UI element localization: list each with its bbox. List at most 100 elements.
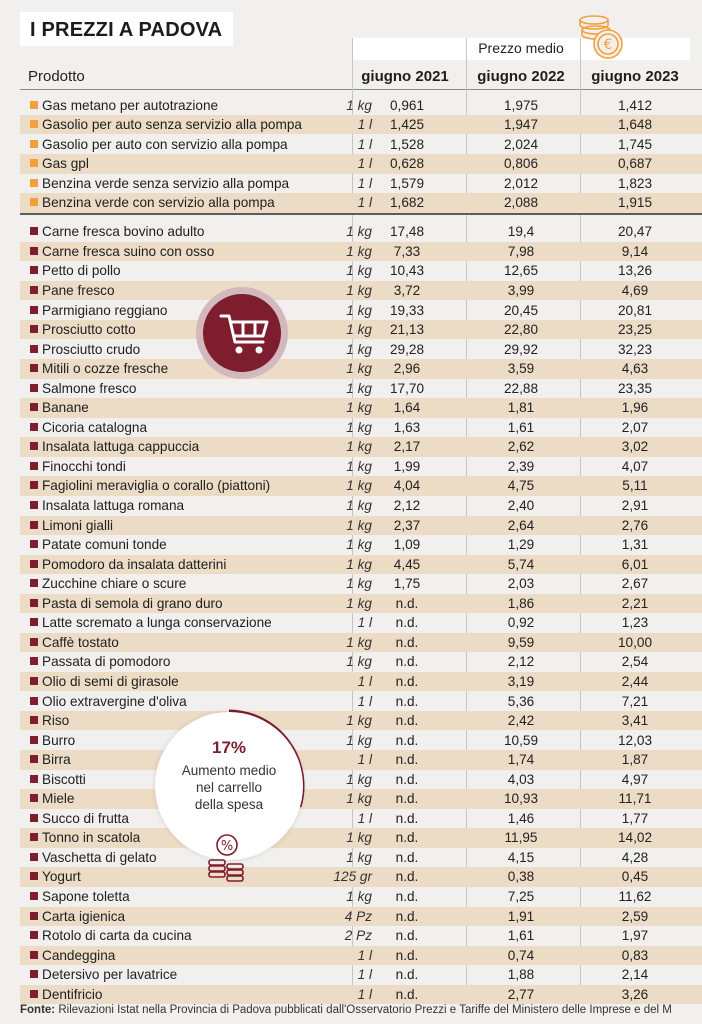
table-row: Sapone toletta 1 kg n.d. 7,25 11,62 xyxy=(20,887,702,906)
product-name: Carne fresca suino con osso xyxy=(42,243,215,259)
price-2022: 1,88 xyxy=(507,967,535,983)
table-row: Carne fresca suino con osso 1 kg 7,33 7,98 9… xyxy=(20,241,702,262)
table-row: Olio extravergine d'oliva 1 l n.d. 5,36 7,21 xyxy=(20,692,702,711)
price-2023: 1,915 xyxy=(617,195,653,211)
price-2021: n.d. xyxy=(395,849,419,865)
food-marker-icon xyxy=(30,794,38,803)
price-2023: 6,01 xyxy=(621,556,649,572)
food-marker-icon xyxy=(30,305,38,314)
table-row: Salmone fresco 1 kg 17,70 22,88 23,35 xyxy=(20,379,702,398)
price-2021: 1,63 xyxy=(393,419,421,435)
table-row: Tonno in scatola 1 kg n.d. 11,95 14,02 xyxy=(20,828,702,848)
price-2022: 2,77 xyxy=(507,986,535,1002)
product-name: Dentifricio xyxy=(42,986,103,1002)
food-marker-icon xyxy=(30,422,38,431)
product-unit: 1 kg xyxy=(346,791,372,807)
product-name: Detersivo per lavatrice xyxy=(42,967,178,983)
food-marker-icon xyxy=(30,598,38,607)
price-2021: 1,425 xyxy=(389,117,425,133)
price-2021: n.d. xyxy=(395,791,419,807)
stat-line: Aumento medio xyxy=(181,763,277,778)
price-2023: 13,26 xyxy=(617,263,653,279)
price-2021: 4,45 xyxy=(393,556,421,572)
table-row: Carta igienica 4 Pz n.d. 1,91 2,59 xyxy=(20,906,702,926)
stat-description: Aumento medio nel carrello della spesa xyxy=(155,762,303,813)
price-2023: 3,41 xyxy=(621,713,649,729)
source-note: Fonte: Rilevazioni Istat nella Provincia… xyxy=(20,1004,702,1016)
table-row: Carne fresca bovino adulto 1 kg 17,48 19,4 2… xyxy=(20,222,702,241)
price-2023: 4,97 xyxy=(621,771,649,787)
fuel-marker-icon xyxy=(30,159,38,168)
stat-value: 17% xyxy=(211,738,247,757)
price-2021: 2,96 xyxy=(393,361,421,377)
product-name: Prosciutto cotto xyxy=(42,322,136,338)
price-2021: n.d. xyxy=(395,928,419,944)
product-name: Riso xyxy=(42,713,70,729)
product-unit: 1 kg xyxy=(346,243,372,259)
price-2022: 19,4 xyxy=(507,224,535,240)
price-2022: 29,92 xyxy=(503,341,539,357)
table-row: Limoni gialli 1 kg 2,37 2,64 2,76 xyxy=(20,515,702,535)
food-marker-icon xyxy=(30,461,38,470)
food-marker-icon xyxy=(30,325,38,334)
food-marker-icon xyxy=(30,364,38,373)
food-marker-icon xyxy=(30,246,38,255)
fuel-marker-icon xyxy=(30,178,38,187)
price-2023: 2,21 xyxy=(621,595,649,611)
column-header-2022: giugno 2022 xyxy=(477,68,565,85)
price-2021: n.d. xyxy=(395,889,419,904)
price-2021: 17,70 xyxy=(389,380,425,396)
price-2023: 2,54 xyxy=(621,654,649,670)
product-name: Rotolo di carta da cucina xyxy=(42,928,192,944)
food-marker-icon xyxy=(30,540,38,549)
page-title: I PREZZI A PADOVA xyxy=(30,19,223,41)
product-unit: 1 kg xyxy=(346,302,372,318)
food-marker-icon xyxy=(30,266,38,275)
table-row: Gasolio per auto con servizio alla pompa… xyxy=(20,135,702,154)
product-unit: 1 kg xyxy=(346,478,372,494)
price-2022: 1,74 xyxy=(507,752,535,768)
food-marker-icon xyxy=(30,716,38,725)
table-row: Succo di frutta 1 l n.d. 1,46 1,77 xyxy=(20,809,702,828)
table-row: Gas metano per autotrazione 1 kg 0,961 1,97… xyxy=(20,96,702,115)
price-2023: 1,823 xyxy=(617,175,653,191)
product-unit: 1 kg xyxy=(346,771,372,787)
price-2022: 1,61 xyxy=(507,928,535,944)
product-unit: 1 l xyxy=(357,156,372,172)
product-unit: 1 kg xyxy=(346,595,372,611)
price-2022: 11,95 xyxy=(504,830,538,846)
product-name: Benzina verde senza servizio alla pompa xyxy=(42,175,290,191)
product-name: Finocchi tondi xyxy=(42,458,126,474)
product-name: Parmigiano reggiano xyxy=(42,302,168,318)
price-2022: 7,98 xyxy=(507,243,535,259)
price-2022: 3,59 xyxy=(507,361,535,377)
product-name: Burro xyxy=(42,732,76,748)
price-2022: 1,61 xyxy=(507,419,535,435)
source-text: Rilevazioni Istat nella Provincia di Pad… xyxy=(58,1004,672,1016)
price-2021: n.d. xyxy=(395,967,419,983)
food-marker-icon xyxy=(30,989,38,998)
table-row: Benzina verde con servizio alla pompa 1 l… xyxy=(20,193,702,213)
table-row: Olio di semi di girasole 1 l n.d. 3,19 2,44 xyxy=(20,671,702,692)
product-name: Caffè tostato xyxy=(42,634,119,650)
product-unit: 1 kg xyxy=(346,849,372,865)
price-2023: 2,44 xyxy=(621,673,649,689)
price-2023: 11,71 xyxy=(618,791,652,807)
price-2023: 1,31 xyxy=(621,537,649,553)
table-row: Insalata lattuga romana 1 kg 2,12 2,40 2,91 xyxy=(20,496,702,515)
column-header-2023: giugno 2023 xyxy=(591,68,679,85)
price-2021: 1,75 xyxy=(393,576,421,592)
food-marker-icon xyxy=(30,481,38,490)
product-unit: 1 l xyxy=(357,986,372,1002)
fuel-marker-icon xyxy=(30,120,38,129)
price-2023: 2,67 xyxy=(621,576,649,592)
price-2022: 1,86 xyxy=(507,595,535,611)
price-2022: 0,74 xyxy=(507,947,535,963)
price-2023: 1,77 xyxy=(621,810,649,826)
price-2022: 3,99 xyxy=(507,282,535,298)
food-marker-icon xyxy=(30,618,38,627)
product-unit: 1 kg xyxy=(346,713,372,729)
product-name: Biscotti xyxy=(42,771,86,787)
price-2022: 2,12 xyxy=(507,654,535,670)
group-divider xyxy=(20,213,702,215)
